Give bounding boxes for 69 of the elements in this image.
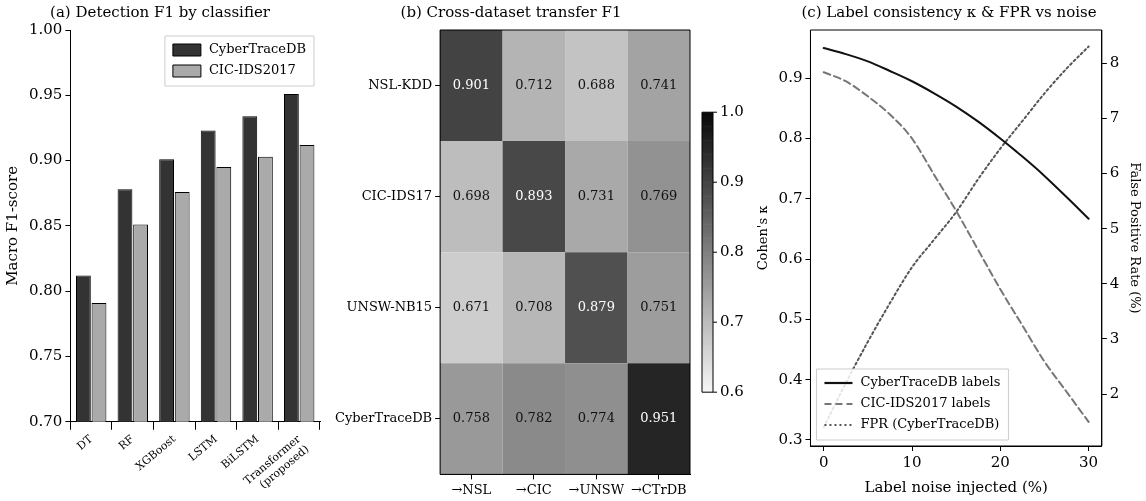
- legend-label: CIC-IDS2017 labels: [860, 395, 991, 411]
- y2-tick-label: 7: [1109, 108, 1120, 127]
- y-tick-label: 0.80: [28, 281, 63, 300]
- color-bar-label: 0.7: [720, 312, 744, 331]
- data-label: 0.893: [515, 188, 553, 204]
- data-label: 0.698: [452, 188, 490, 204]
- y2-tick-label: 3: [1109, 328, 1120, 347]
- y-tick-label: 0.6: [778, 248, 803, 267]
- x-tick-label: 0: [818, 452, 829, 471]
- x-tick-label: →CIC: [515, 481, 552, 497]
- legend-label: CIC-IDS2017: [208, 62, 296, 78]
- y-axis-title: Cohen's κ: [755, 205, 771, 271]
- y-tick-label: 0.70: [28, 411, 63, 430]
- chart-title: (b) Cross-dataset transfer F1: [400, 2, 622, 21]
- data-label: 0.758: [452, 410, 490, 426]
- x-tick-label: DT: [74, 431, 96, 453]
- legend-label: CyberTraceDB labels: [860, 374, 1001, 390]
- x-tick-label: →NSL: [451, 481, 492, 497]
- y2-tick-label: 8: [1109, 52, 1120, 71]
- x-axis-title: Label noise injected (%): [864, 477, 1048, 496]
- legend-label: FPR (CyberTraceDB): [860, 416, 1000, 432]
- y-tick-label: 0.85: [28, 215, 63, 234]
- x-tick-label: 10: [902, 452, 922, 471]
- y-tick-label: NSL-KDD: [368, 76, 433, 92]
- data-label: 0.901: [452, 76, 490, 92]
- data-label: 0.951: [640, 410, 678, 426]
- y-tick-label: 0.75: [28, 346, 63, 365]
- y-tick-label: CyberTraceDB: [335, 410, 433, 426]
- data-label: 0.751: [640, 299, 678, 315]
- chart-title: (c) Label consistency κ & FPR vs noise: [801, 2, 1097, 21]
- data-label: 0.769: [640, 188, 678, 204]
- color-bar-label: 0.6: [720, 382, 744, 401]
- data-label: 0.708: [515, 299, 553, 315]
- x-tick-label: →CTrDB: [630, 481, 687, 497]
- data-label: 0.712: [515, 76, 553, 92]
- y-axis-title: Macro F1-score: [2, 165, 21, 286]
- y2-tick-label: 5: [1109, 218, 1120, 237]
- y-tick-label: CIC-IDS17: [361, 188, 433, 204]
- data-label: 0.741: [640, 76, 678, 92]
- data-label: 0.731: [577, 188, 615, 204]
- data-label: 0.774: [577, 410, 615, 426]
- color-bar-label: 1.0: [720, 102, 744, 121]
- y-tick-label: 0.90: [28, 150, 63, 169]
- y-tick-label: 0.5: [778, 309, 803, 328]
- data-label: 0.688: [577, 76, 615, 92]
- data-label: 0.879: [577, 299, 615, 315]
- y2-tick-label: 6: [1109, 163, 1120, 182]
- y2-tick-label: 4: [1109, 273, 1120, 292]
- y-tick-label: UNSW-NB15: [346, 299, 433, 315]
- x-tick-label: 30: [1079, 452, 1099, 471]
- data-label: 0.782: [515, 410, 553, 426]
- y-tick-label: 0.7: [778, 188, 803, 207]
- y-tick-label: 0.4: [778, 369, 803, 388]
- color-bar-label: 0.8: [720, 242, 744, 261]
- x-tick-label: RF: [116, 432, 137, 453]
- legend-label: CyberTraceDB: [208, 41, 306, 57]
- line-series: [822, 47, 1090, 220]
- x-tick-label: 20: [990, 452, 1010, 471]
- data-label: 0.671: [452, 299, 490, 315]
- y-tick-label: 0.3: [778, 429, 803, 448]
- y-tick-label: 1.00: [28, 19, 63, 38]
- y2-tick-label: 2: [1109, 384, 1120, 403]
- chart-title: (a) Detection F1 by classifier: [50, 2, 271, 21]
- x-tick-label: →UNSW: [568, 481, 625, 497]
- y-tick-label: 0.8: [778, 128, 803, 147]
- y2-axis-title: False Positive Rate (%): [1127, 162, 1143, 314]
- y-tick-label: 0.95: [28, 85, 63, 104]
- y-tick-label: 0.9: [778, 68, 803, 87]
- color-bar-label: 0.9: [720, 172, 744, 191]
